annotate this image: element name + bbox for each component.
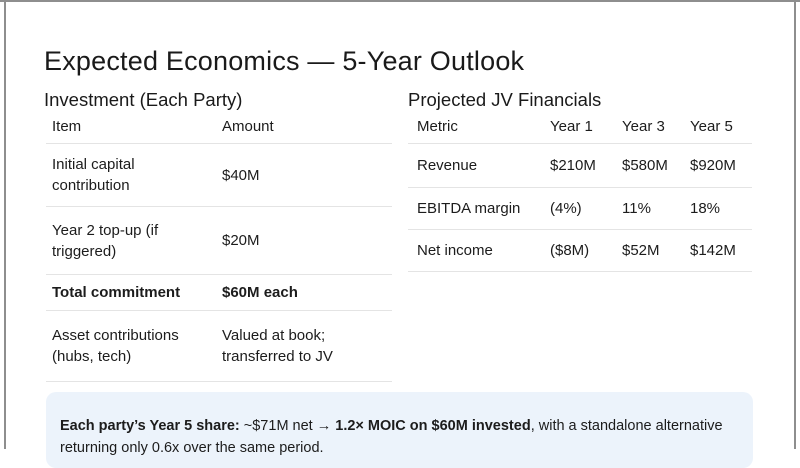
row-amount-value: Valued at book; transferred to JV: [222, 327, 333, 365]
row-year3-value: $52M: [622, 242, 660, 259]
takeaway-callout: Each party’s Year 5 share: ~$71M net → 1…: [46, 392, 753, 468]
callout-bold-moic: → 1.2× MOIC on $60M invested: [316, 418, 531, 434]
table-row: Year 2 top-up (if triggered) $20M: [46, 207, 392, 275]
slide-title: Expected Economics — 5-Year Outlook: [44, 46, 525, 77]
row-year1-value: $210M: [550, 157, 596, 174]
row-amount-value: $40M: [222, 166, 260, 184]
table-row: Asset contributions (hubs, tech) Valued …: [46, 311, 392, 382]
column-header-item: Item: [52, 118, 82, 135]
row-item-label: Total commitment: [52, 284, 181, 301]
callout-regular-text: ~$71M net: [239, 418, 317, 434]
row-amount-value: $60M each: [222, 284, 298, 301]
column-header-year5: Year 5: [690, 118, 733, 135]
slide-frame-top-border: [0, 0, 800, 2]
row-item-label: Year 2 top-up (if triggered): [52, 221, 159, 260]
column-header-year1: Year 1: [550, 118, 593, 135]
row-year5-value: $920M: [690, 157, 736, 174]
slide-frame-left-border: [4, 0, 6, 449]
row-year3-value: 11%: [622, 200, 651, 217]
row-metric-label: EBITDA margin: [417, 200, 521, 217]
row-metric-label: Net income: [417, 242, 493, 259]
callout-bold-lead: Each party’s Year 5 share:: [60, 418, 240, 434]
jv-financials-table: Metric Year 1 Year 3 Year 5 Revenue $210…: [408, 110, 752, 272]
row-item-label: Asset contributions (hubs, tech): [52, 327, 179, 365]
slide-frame-right-border: [794, 0, 796, 449]
table-row: EBITDA margin (4%) 11% 18%: [408, 188, 752, 230]
investment-table: Item Amount Initial capital contribution…: [46, 110, 392, 382]
row-metric-label: Revenue: [417, 157, 478, 174]
column-header-amount: Amount: [222, 118, 274, 135]
row-year1-value: ($8M): [550, 242, 590, 259]
table-header-row: Item Amount: [46, 110, 392, 144]
column-header-year3: Year 3: [622, 118, 665, 135]
column-header-metric: Metric: [417, 118, 458, 135]
table-header-row: Metric Year 1 Year 3 Year 5: [408, 110, 752, 144]
table-row: Net income ($8M) $52M $142M: [408, 230, 752, 272]
row-year1-value: (4%): [550, 200, 582, 217]
section-heading-jv-financials: Projected JV Financials: [408, 89, 602, 111]
row-year5-value: $142M: [690, 242, 736, 259]
row-year3-value: $580M: [622, 157, 668, 174]
table-row: Initial capital contribution $40M: [46, 144, 392, 207]
row-year5-value: 18%: [690, 200, 721, 217]
table-row: Revenue $210M $580M $920M: [408, 144, 752, 188]
row-amount-value: $20M: [222, 232, 260, 249]
section-heading-investment: Investment (Each Party): [44, 89, 243, 111]
table-row-total: Total commitment $60M each: [46, 275, 392, 311]
row-item-label: Initial capital contribution: [52, 156, 135, 194]
